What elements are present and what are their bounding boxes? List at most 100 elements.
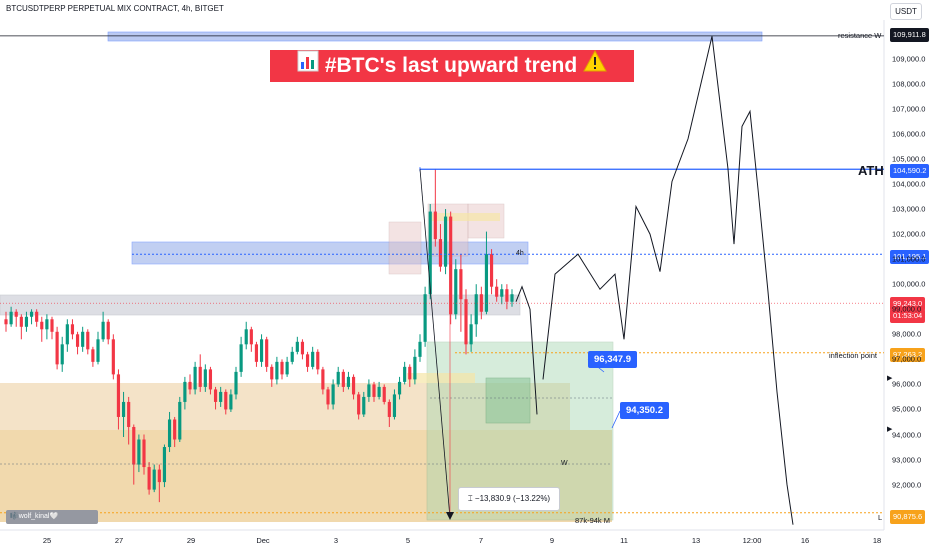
candle-body	[418, 341, 422, 357]
candle-body	[86, 331, 90, 350]
candle-body	[331, 384, 335, 405]
candle-body	[362, 396, 366, 415]
axis-marker-icon: ▶	[887, 426, 893, 433]
y-tick-label: 98,000.0	[892, 329, 922, 339]
candle-body	[142, 439, 146, 468]
candle-body	[259, 339, 264, 362]
red-box-a	[388, 221, 422, 275]
candle-body	[464, 299, 468, 345]
y-tick-label: 101,000.0	[892, 254, 926, 264]
inflection-price-tag: 97,263.2	[890, 348, 926, 362]
y-tick-label: 109,000.0	[892, 54, 926, 64]
x-tick-label: 7	[478, 536, 484, 545]
candle-body	[336, 371, 340, 385]
candle-body	[305, 354, 310, 367]
y-tick-label: 100,000.0	[892, 279, 926, 289]
y-tick-label: 106,000.0	[892, 129, 926, 139]
candle-body	[50, 319, 54, 332]
candle-body	[183, 381, 187, 402]
candle-body	[244, 329, 248, 345]
candle-body	[137, 439, 141, 465]
y-tick-label: 103,000.0	[892, 204, 926, 214]
x-tick-label: Dec	[256, 536, 270, 545]
current-price-tag: 99,243.0	[890, 297, 926, 311]
candles-layer	[4, 168, 514, 503]
candle-body	[213, 389, 218, 402]
candle-body	[40, 321, 44, 330]
x-tick-label: 13	[691, 536, 701, 545]
candle-body	[265, 339, 269, 367]
measure-label[interactable]: ⌶ −13,830.9 (−13.22%)	[458, 487, 560, 511]
candle-body	[55, 331, 59, 365]
candle-body	[357, 394, 361, 415]
candle-body	[147, 467, 151, 490]
candle-body	[19, 316, 23, 327]
candle-body	[219, 391, 223, 402]
candle-body	[311, 351, 315, 367]
candle-body	[280, 361, 284, 375]
candle-body	[14, 311, 18, 317]
candle-body	[326, 389, 330, 405]
candle-body	[239, 344, 243, 372]
candle-body	[397, 381, 402, 395]
timeframe-marker: 4h	[516, 250, 524, 257]
candle-body	[188, 381, 192, 390]
candle-body	[377, 386, 381, 397]
x-tick-label: 29	[186, 536, 196, 545]
y-tick-label: 99,000.0	[892, 304, 922, 314]
candle-body	[249, 329, 253, 345]
candle-body	[341, 371, 345, 387]
resistance-label: resistance W	[838, 31, 882, 40]
bar-chart-icon	[297, 50, 319, 82]
candle-body	[167, 419, 172, 448]
y-tick-label: 97,000.0	[892, 354, 922, 364]
candle-body	[270, 366, 274, 380]
ath-label: ATH	[858, 163, 884, 178]
candle-body	[449, 216, 453, 315]
drop-arrow-line	[419, 169, 451, 519]
candle-body	[484, 254, 489, 312]
candle-body	[254, 344, 259, 362]
x-tick-label: 16	[800, 536, 810, 545]
candle-body	[132, 426, 136, 465]
candle-body	[45, 319, 49, 330]
candle-body	[459, 269, 463, 300]
candle-body	[433, 211, 437, 240]
chart-title-text: #BTC's last upward trend	[324, 54, 578, 77]
currency-selector[interactable]: USDT	[890, 3, 922, 20]
x-tick-label: 11	[620, 536, 628, 545]
x-tick-label: 27	[114, 536, 124, 545]
candle-body	[295, 341, 299, 352]
candle-body	[438, 239, 443, 267]
drop-arrow-head	[446, 512, 454, 520]
yellow-band-low	[407, 373, 475, 383]
x-tick-label: 5	[405, 536, 411, 545]
callout-94350[interactable]: 94,350.2	[620, 402, 669, 419]
candle-body	[454, 269, 458, 315]
resistance-zone	[107, 31, 763, 42]
candle-body	[346, 376, 351, 387]
candle-body	[70, 324, 75, 335]
y-tick-label: 105,000.0	[892, 154, 926, 164]
candle-body	[234, 371, 238, 395]
y-tick-label: 94,000.0	[892, 430, 922, 439]
callout-b-pointer	[611, 410, 621, 429]
candle-body	[96, 339, 100, 362]
candle-body	[4, 319, 8, 325]
candle-body	[9, 311, 13, 325]
y-tick-label: 102,000.0	[892, 229, 926, 239]
candle-body	[505, 289, 509, 302]
candle-body	[81, 331, 85, 347]
callout-96347[interactable]: 96,347.9	[588, 351, 637, 368]
candle-body	[157, 469, 161, 483]
candle-body	[443, 216, 448, 267]
projection-path-start	[515, 285, 538, 415]
candle-body	[290, 351, 294, 362]
candle-body	[408, 366, 412, 380]
x-tick-label: 9	[549, 536, 555, 545]
candle-body	[111, 339, 115, 375]
candle-body	[60, 344, 64, 365]
